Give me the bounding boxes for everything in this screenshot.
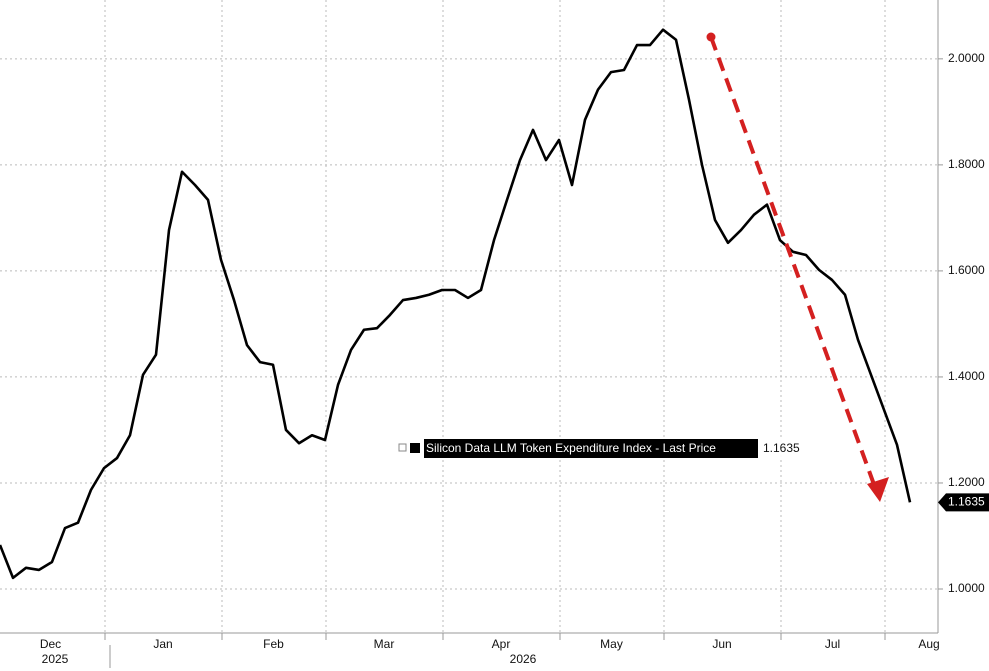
legend-highlight <box>424 439 758 458</box>
last-price-label: 1.1635 <box>948 494 985 508</box>
y-tick-label: 1.6000 <box>948 263 985 277</box>
x-tick-label: Aug <box>918 637 939 651</box>
year-label: 2026 <box>510 652 537 666</box>
year-label: 2025 <box>42 652 69 666</box>
x-tick-label: Jan <box>153 637 172 651</box>
y-tick-label: 1.8000 <box>948 157 985 171</box>
legend: Silicon Data LLM Token Expenditure Index… <box>396 438 804 460</box>
x-tick-label: Dec <box>40 637 61 651</box>
y-tick-label: 2.0000 <box>948 51 985 65</box>
y-tick-label: 1.2000 <box>948 475 985 489</box>
x-tick-label: May <box>600 637 623 651</box>
trend-arrow <box>709 36 878 491</box>
trend-arrow-start <box>706 32 716 42</box>
x-tick-label: Mar <box>374 637 395 651</box>
legend-icon <box>398 443 407 452</box>
legend-label: Silicon Data LLM Token Expenditure Index… <box>426 441 716 455</box>
y-tick-label: 1.0000 <box>948 581 985 595</box>
x-tick-label: Feb <box>263 637 284 651</box>
legend-swatch <box>410 443 420 453</box>
x-tick-label: Jun <box>712 637 731 651</box>
series-line <box>0 28 912 580</box>
y-tick-label: 1.4000 <box>948 369 985 383</box>
legend-value: 1.1635 <box>763 441 800 455</box>
trend-arrow-head <box>867 477 889 502</box>
last-price-tag <box>938 493 989 512</box>
x-tick-label: Jul <box>825 637 840 651</box>
x-tick-label: Apr <box>492 637 511 651</box>
